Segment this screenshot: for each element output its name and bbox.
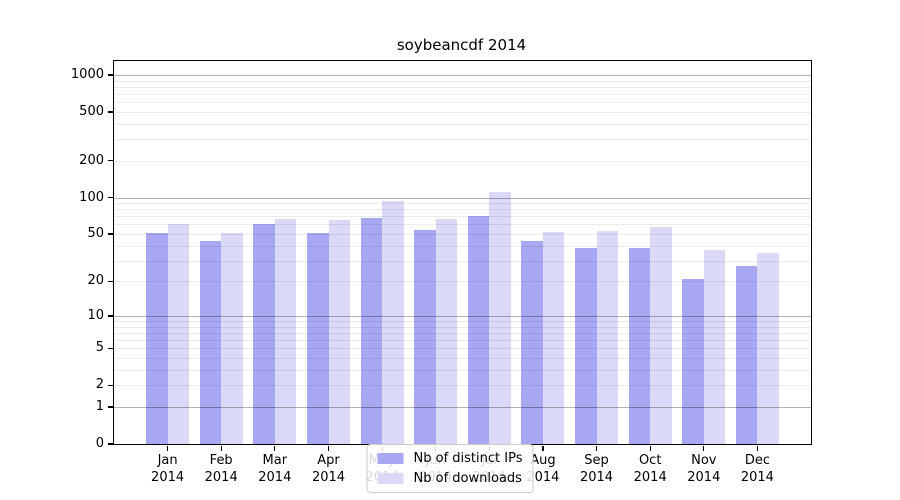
y-tick-mark	[107, 196, 113, 199]
x-tick-label: Oct 2014	[633, 453, 667, 485]
minor-gridline	[114, 80, 811, 82]
minor-gridline	[114, 203, 811, 205]
y-tick-label: 200	[79, 152, 104, 168]
bar-downloads-aug	[542, 231, 565, 444]
x-tick-label: Sep 2014	[579, 453, 614, 485]
bar-downloads-jul	[489, 192, 511, 444]
minor-gridline	[114, 139, 811, 141]
legend-swatch-downloads	[377, 473, 404, 484]
y-tick-mark	[107, 406, 113, 408]
y-tick-label: 500	[79, 104, 104, 119]
minor-gridline	[114, 209, 811, 211]
y-tick-label: 1000	[70, 67, 104, 82]
x-tick-label: Feb 2014	[204, 453, 238, 485]
bar-downloads-apr	[328, 220, 350, 444]
minor-gridline	[114, 216, 811, 218]
x-tick-mark	[649, 445, 651, 451]
x-tick-label: Apr 2014	[311, 453, 346, 485]
major-gridline	[114, 197, 811, 199]
legend: Nb of distinct IPs Nb of downloads	[366, 444, 534, 493]
y-tick-mark	[107, 111, 113, 113]
legend-item-downloads: Nb of downloads	[377, 471, 523, 486]
chart-title: soybeancdf 2014	[396, 36, 527, 54]
y-tick-label: 2	[95, 377, 104, 393]
bar-downloads-jan	[167, 223, 190, 444]
y-tick-mark	[107, 74, 113, 76]
legend-label-distinct-ips: Nb of distinct IPs	[413, 451, 523, 466]
x-tick-label: Aug 2014	[526, 453, 560, 485]
bar-downloads-mar	[274, 218, 297, 444]
bar-distinct-ips-may	[360, 217, 383, 444]
bar-downloads-jun	[435, 218, 458, 444]
x-tick-mark	[756, 445, 759, 451]
y-tick-mark	[107, 315, 113, 317]
x-tick-mark	[167, 445, 169, 451]
minor-gridline	[114, 123, 811, 125]
bar-distinct-ips-mar	[253, 223, 275, 444]
y-tick-label: 5	[95, 340, 104, 356]
minor-gridline	[114, 160, 811, 162]
y-tick-mark	[107, 233, 113, 235]
bar-distinct-ips-jun	[414, 230, 436, 444]
x-tick-mark	[703, 445, 705, 451]
bar-downloads-oct	[650, 227, 672, 444]
bar-distinct-ips-feb	[199, 240, 222, 444]
bar-downloads-nov	[703, 249, 726, 444]
x-tick-label: Dec 2014	[740, 453, 774, 485]
y-tick-label: 10	[87, 307, 104, 323]
y-tick-label: 100	[79, 189, 104, 205]
x-tick-mark	[542, 445, 544, 451]
y-tick-mark	[107, 384, 113, 386]
x-tick-label: Jan 2014	[151, 453, 185, 485]
minor-gridline	[114, 224, 811, 226]
minor-gridline	[114, 234, 811, 235]
y-tick-mark	[107, 160, 113, 162]
y-tick-mark	[107, 347, 113, 349]
bar-downloads-dec	[757, 252, 779, 444]
major-gridline	[114, 75, 811, 76]
bar-downloads-sep	[596, 230, 618, 444]
x-tick-label: Mar 2014	[258, 453, 292, 485]
y-tick-label: 20	[87, 273, 104, 289]
y-tick-label: 0	[95, 436, 104, 451]
minor-gridline	[114, 94, 811, 95]
bar-downloads-feb	[221, 233, 243, 444]
x-tick-mark	[327, 445, 330, 451]
minor-gridline	[114, 102, 811, 104]
bar-distinct-ips-oct	[628, 248, 651, 444]
minor-gridline	[114, 112, 811, 113]
legend-label-downloads: Nb of downloads	[413, 471, 522, 486]
plot-area: 0 1 2 5 10 20 50 100 200 500 1000 Jan 2014 Feb 2014 Mar…	[71, 60, 812, 485]
y-tick-mark	[107, 280, 113, 283]
y-tick-label: 1	[95, 399, 104, 414]
minor-gridline	[114, 86, 811, 88]
bar-distinct-ips-jan	[146, 233, 168, 444]
bar-distinct-ips-sep	[575, 248, 597, 444]
y-tick-mark	[107, 443, 113, 445]
bar-downloads-may	[382, 200, 404, 444]
legend-item-distinct-ips: Nb of distinct IPs	[377, 451, 523, 466]
bar-distinct-ips-dec	[735, 266, 758, 444]
legend-swatch-distinct-ips	[377, 453, 404, 464]
x-tick-mark	[274, 445, 276, 451]
x-tick-label: Nov 2014	[687, 453, 721, 485]
bar-distinct-ips-nov	[682, 278, 704, 444]
bar-distinct-ips-apr	[307, 233, 329, 444]
x-tick-mark	[220, 445, 222, 451]
bar-distinct-ips-jul	[467, 215, 490, 444]
x-tick-mark	[595, 445, 598, 451]
bar-distinct-ips-aug	[521, 240, 543, 444]
y-tick-label: 50	[87, 226, 104, 241]
